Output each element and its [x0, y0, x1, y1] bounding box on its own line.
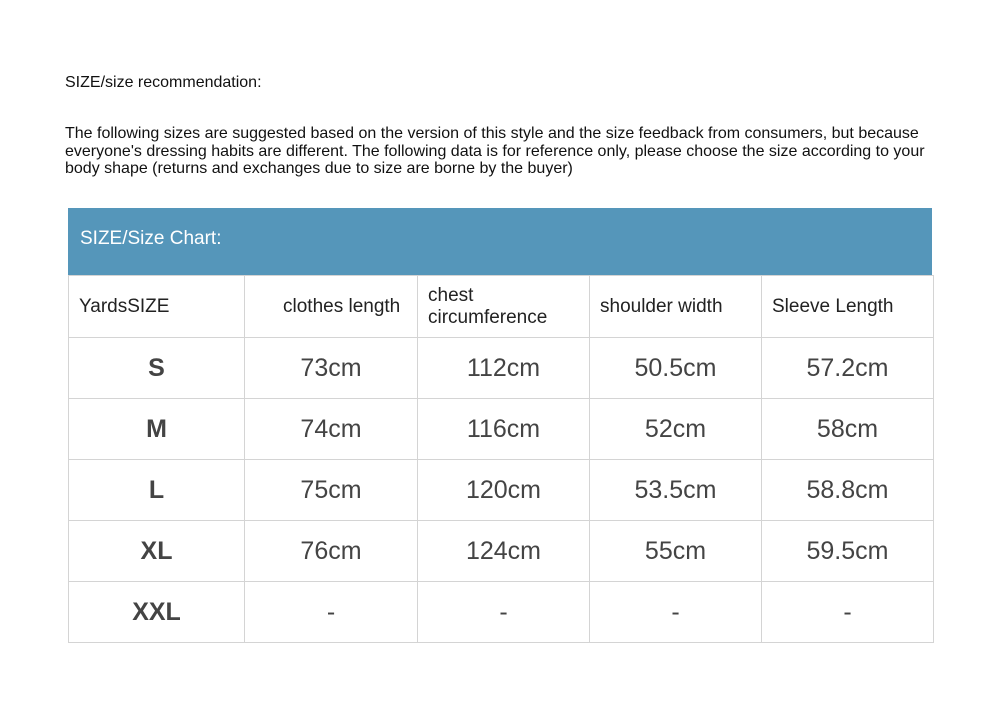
measurement-cell: 116cm — [417, 398, 590, 460]
intro-text: The following sizes are suggested based … — [65, 125, 925, 177]
measurement-cell: 52cm — [589, 398, 762, 460]
measurement-cell: 76cm — [244, 520, 418, 582]
measurement-cell: 58.8cm — [761, 459, 934, 521]
chart-title-band: SIZE/Size Chart: — [68, 208, 932, 275]
heading: SIZE/size recommendation: — [65, 74, 262, 91]
table-row: L 75cm 120cm 53.5cm 58.8cm — [68, 459, 934, 521]
size-cell: L — [68, 459, 245, 521]
size-cell: S — [68, 337, 245, 399]
column-header: Sleeve Length — [761, 275, 934, 338]
column-header: shoulder width — [589, 275, 762, 338]
measurement-cell: - — [244, 581, 418, 643]
table-row: M 74cm 116cm 52cm 58cm — [68, 398, 934, 460]
column-header: clothes length — [244, 275, 418, 338]
size-cell: M — [68, 398, 245, 460]
header-row: YardsSIZE clothes length chest circumferen… — [68, 275, 934, 338]
measurement-cell: 112cm — [417, 337, 590, 399]
measurement-cell: 74cm — [244, 398, 418, 460]
column-header: YardsSIZE — [68, 275, 245, 338]
measurement-cell: 59.5cm — [761, 520, 934, 582]
size-cell: XXL — [68, 581, 245, 643]
measurement-cell: 124cm — [417, 520, 590, 582]
measurement-cell: 73cm — [244, 337, 418, 399]
table-row: S 73cm 112cm 50.5cm 57.2cm — [68, 337, 934, 399]
measurement-cell: - — [417, 581, 590, 643]
measurement-cell: 120cm — [417, 459, 590, 521]
measurement-cell: - — [761, 581, 934, 643]
table-row: XXL - - - - — [68, 581, 934, 643]
size-table: YardsSIZE clothes length chest circumferen… — [68, 275, 934, 643]
measurement-cell: - — [589, 581, 762, 643]
measurement-cell: 55cm — [589, 520, 762, 582]
measurement-cell: 50.5cm — [589, 337, 762, 399]
chart-title: SIZE/Size Chart: — [80, 228, 222, 249]
measurement-cell: 58cm — [761, 398, 934, 460]
size-cell: XL — [68, 520, 245, 582]
table-row: XL 76cm 124cm 55cm 59.5cm — [68, 520, 934, 582]
column-header: chest circumference — [417, 275, 590, 338]
measurement-cell: 57.2cm — [761, 337, 934, 399]
measurement-cell: 53.5cm — [589, 459, 762, 521]
measurement-cell: 75cm — [244, 459, 418, 521]
